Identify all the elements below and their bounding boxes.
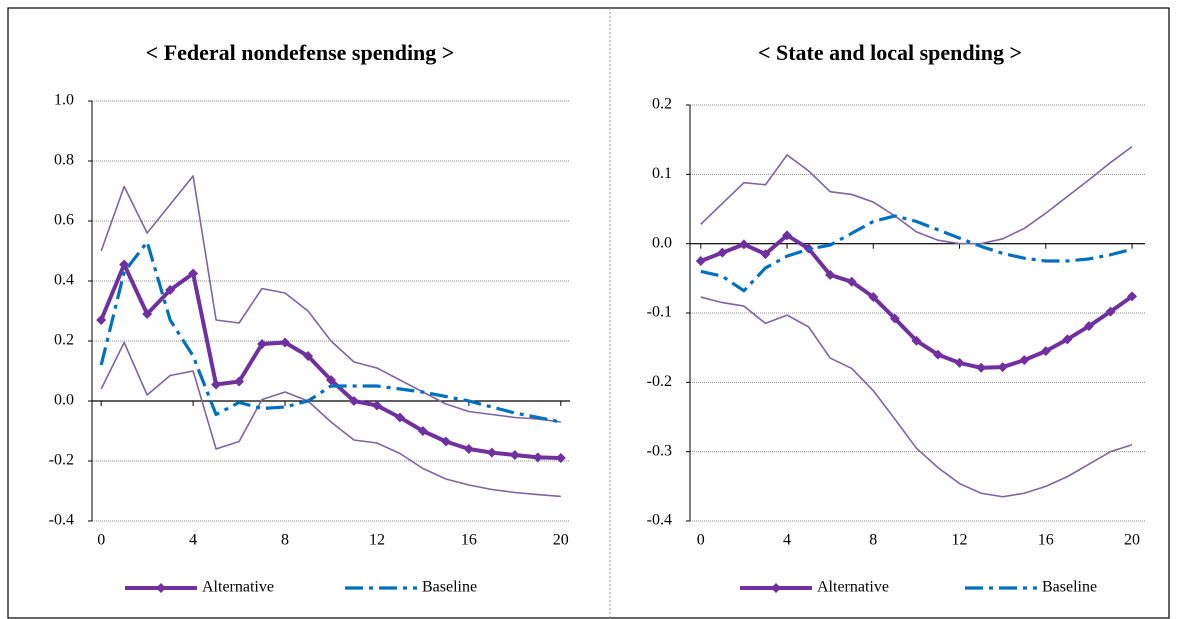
series-marker bbox=[96, 315, 107, 325]
y-tick-label: 0.6 bbox=[54, 212, 74, 229]
series-line bbox=[99, 240, 562, 424]
series-marker bbox=[234, 376, 245, 387]
series-marker bbox=[303, 351, 314, 361]
series-marker bbox=[1083, 321, 1094, 332]
series-marker bbox=[532, 452, 543, 463]
series-marker bbox=[889, 313, 900, 324]
x-tick-label: 12 bbox=[952, 532, 968, 549]
series-marker bbox=[846, 276, 857, 287]
series-marker bbox=[868, 292, 879, 303]
legend-label: Baseline bbox=[1042, 579, 1097, 596]
y-tick-label: -0.3 bbox=[647, 442, 672, 459]
series-marker bbox=[1019, 355, 1030, 366]
x-tick-label: 4 bbox=[783, 532, 791, 549]
y-tick-label: -0.4 bbox=[49, 512, 74, 529]
series-marker bbox=[760, 249, 771, 260]
y-tick-label: 0.2 bbox=[54, 332, 74, 349]
y-tick-label: 0.0 bbox=[652, 234, 672, 251]
series-line bbox=[100, 341, 561, 498]
series-marker bbox=[738, 239, 749, 250]
chart-title: < Federal nondefense spending > bbox=[146, 40, 455, 65]
x-tick-label: 0 bbox=[97, 532, 105, 549]
series-marker bbox=[440, 436, 451, 447]
series-marker bbox=[348, 396, 359, 406]
series-marker bbox=[1127, 291, 1138, 302]
series-marker bbox=[1105, 306, 1116, 317]
series-line bbox=[700, 145, 1133, 245]
legend-label: Baseline bbox=[422, 579, 477, 596]
y-tick-label: -0.1 bbox=[647, 304, 672, 321]
series-marker bbox=[911, 335, 922, 346]
series-marker bbox=[932, 349, 943, 360]
series-marker bbox=[257, 339, 268, 349]
series-marker bbox=[782, 230, 793, 241]
series-marker bbox=[997, 362, 1008, 373]
y-tick-label: -0.4 bbox=[647, 512, 672, 529]
series-marker bbox=[394, 412, 405, 423]
series-marker bbox=[280, 337, 291, 348]
x-tick-label: 0 bbox=[697, 532, 705, 549]
series-marker bbox=[417, 426, 428, 436]
series-line bbox=[700, 214, 1133, 293]
x-tick-label: 16 bbox=[1038, 532, 1054, 549]
x-tick-label: 8 bbox=[869, 532, 877, 549]
x-tick-label: 16 bbox=[461, 532, 477, 549]
x-tick-label: 8 bbox=[281, 532, 289, 549]
series-marker bbox=[825, 269, 836, 280]
series-marker bbox=[211, 379, 222, 390]
y-tick-label: 0.2 bbox=[652, 96, 672, 113]
y-tick-label: 0.1 bbox=[652, 165, 672, 182]
chart-title: < State and local spending > bbox=[758, 40, 1022, 65]
series-marker bbox=[976, 362, 987, 373]
series-marker bbox=[1062, 334, 1073, 345]
frame bbox=[7, 7, 1170, 619]
series-line bbox=[700, 296, 1133, 498]
series-marker bbox=[717, 247, 728, 258]
series-marker bbox=[326, 375, 336, 385]
y-tick-label: 0.0 bbox=[54, 392, 74, 409]
series-marker bbox=[142, 309, 153, 319]
x-tick-label: 4 bbox=[189, 532, 197, 549]
y-tick-label: 0.4 bbox=[54, 272, 74, 289]
series-marker bbox=[371, 400, 382, 411]
x-tick-label: 20 bbox=[553, 532, 569, 549]
series-marker bbox=[954, 357, 965, 368]
x-tick-label: 12 bbox=[369, 532, 385, 549]
series-marker bbox=[165, 285, 176, 295]
x-tick-label: 20 bbox=[1124, 532, 1140, 549]
y-tick-label: 0.8 bbox=[54, 152, 74, 169]
series-line bbox=[100, 175, 561, 423]
y-tick-label: -0.2 bbox=[49, 452, 74, 469]
series-marker bbox=[486, 447, 497, 458]
legend-label: Alternative bbox=[817, 579, 889, 596]
legend-marker bbox=[156, 583, 166, 593]
y-tick-label: -0.2 bbox=[647, 373, 672, 390]
series-marker bbox=[1040, 346, 1051, 357]
series-marker bbox=[463, 444, 474, 454]
legend-marker bbox=[771, 583, 781, 593]
series-marker bbox=[119, 259, 130, 270]
series-marker bbox=[555, 453, 566, 463]
series-marker bbox=[695, 256, 706, 266]
y-tick-label: 1.0 bbox=[54, 92, 74, 109]
series-marker bbox=[188, 268, 199, 279]
series-marker bbox=[509, 450, 520, 460]
legend-label: Alternative bbox=[202, 579, 274, 596]
